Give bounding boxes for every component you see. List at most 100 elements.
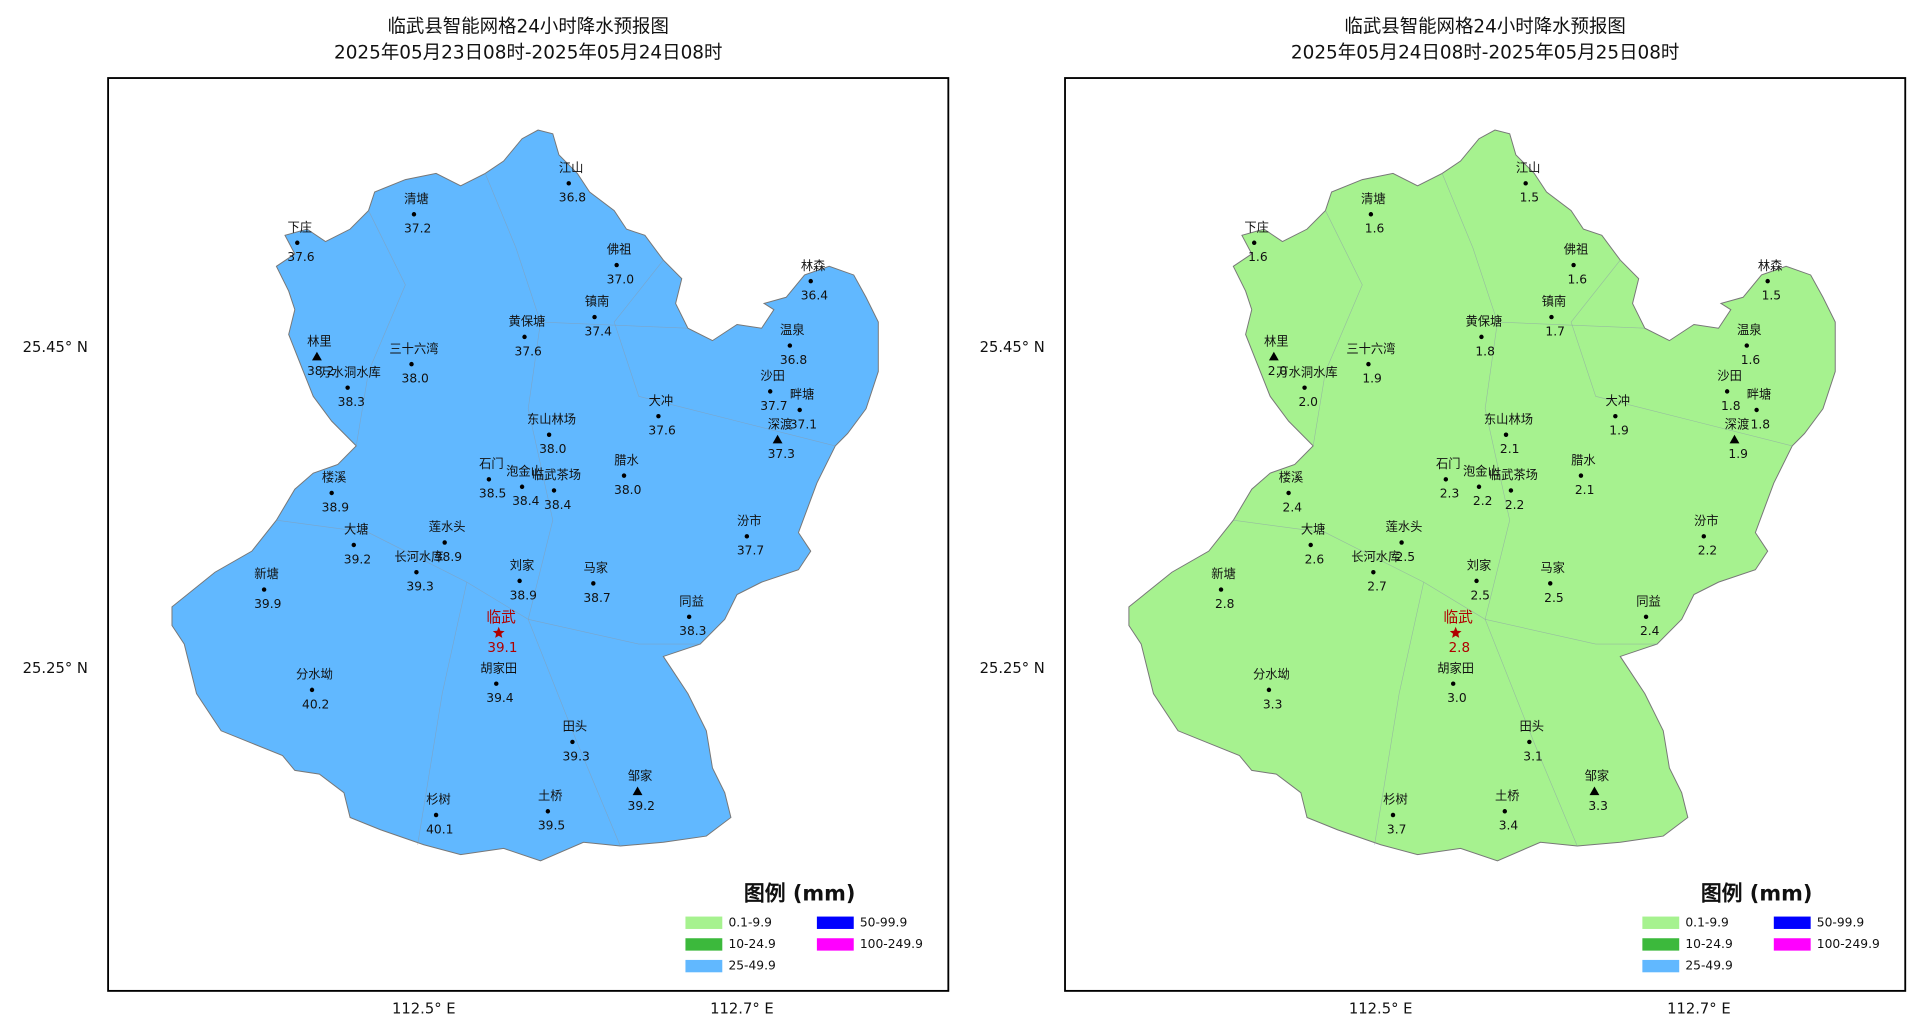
station-name: 同益	[679, 594, 704, 608]
station-name: 镇南	[585, 294, 610, 309]
legend-label: 25-49.9	[728, 959, 775, 973]
lat-label: 25.25° N	[23, 660, 88, 677]
station-marker	[295, 240, 300, 245]
town-boundary	[1233, 519, 1658, 645]
station-value: 1.8	[1721, 399, 1741, 413]
station-name: 温泉	[780, 322, 805, 337]
legend-swatch	[1642, 938, 1680, 951]
legend-swatch	[1773, 916, 1811, 929]
station-value: 3.3	[1588, 799, 1608, 813]
station-name: 分水坳	[1253, 668, 1290, 682]
station-name: 田头	[563, 720, 588, 734]
station-value: 38.9	[322, 500, 349, 514]
station-marker	[522, 334, 527, 340]
station-name: 清塘	[404, 191, 429, 206]
station-name: 沙田	[760, 369, 785, 383]
legend-label: 25-49.9	[1685, 959, 1732, 973]
station-marker	[1729, 434, 1740, 444]
station-name: 刘家	[510, 558, 535, 573]
station-marker	[345, 385, 350, 390]
station-value: 37.6	[515, 344, 542, 358]
station-value: 2.1	[1575, 483, 1595, 497]
station-name: 土桥	[1495, 789, 1520, 803]
station-marker	[1479, 334, 1484, 340]
station-value: 2.7	[1367, 580, 1387, 594]
legend-swatch	[685, 938, 723, 951]
station-name: 畔塘	[1747, 387, 1772, 402]
station-name: 黄保塘	[1465, 314, 1502, 329]
station-marker	[1571, 262, 1576, 268]
station-value: 38.4	[544, 498, 571, 512]
station-name: 镇南	[1542, 294, 1567, 309]
station-name: 清塘	[1361, 191, 1386, 206]
legend-swatch	[1642, 959, 1680, 973]
station-name: 深渡	[1725, 416, 1750, 431]
station-value: 1.6	[1741, 353, 1761, 367]
station-name: 大冲	[649, 393, 674, 408]
station-value: 1.7	[1545, 324, 1565, 338]
station-marker	[433, 812, 439, 818]
station-name: 三十六湾	[1346, 341, 1395, 356]
station-marker	[1308, 542, 1313, 548]
station-value: 39.3	[406, 580, 433, 594]
station-name: 临武	[486, 609, 516, 626]
station-value: 38.2	[307, 364, 334, 378]
town-boundary	[276, 519, 701, 645]
station-marker	[1578, 473, 1584, 478]
station-value: 2.5	[1396, 550, 1416, 564]
station-marker	[621, 473, 627, 478]
station-marker	[494, 681, 499, 686]
legend-label: 50-99.9	[860, 915, 907, 929]
station-marker	[546, 432, 552, 437]
station-value: 1.5	[1520, 191, 1540, 205]
station-value: 39.9	[254, 597, 281, 611]
station-name: 楼溪	[1279, 470, 1304, 485]
station-name: 万水洞水库	[319, 364, 380, 379]
station-name: 长河水库	[394, 549, 443, 564]
station-value: 39.2	[628, 799, 655, 813]
town-boundary	[540, 321, 688, 329]
station-marker	[744, 534, 750, 539]
station-name: 楼溪	[322, 470, 347, 485]
station-value: 2.2	[1505, 498, 1525, 512]
station-value: 3.1	[1523, 749, 1543, 763]
station-marker	[312, 351, 322, 361]
lon-label: 112.7° E	[1667, 1000, 1731, 1017]
map-panel: 临武县智能网格24小时降水预报图 2025年05月23日08时-2025年05月2…	[23, 16, 950, 1017]
station-name: 黄保塘	[509, 314, 546, 329]
station-value: 1.8	[1751, 417, 1771, 431]
station-value: 2.8	[1449, 640, 1470, 656]
station-value: 1.6	[1568, 272, 1588, 286]
legend-label: 100-249.9	[860, 937, 923, 951]
panel-title: 临武县智能网格24小时降水预报图	[1344, 16, 1625, 37]
panel-title: 临武县智能网格24小时降水预报图	[388, 16, 669, 37]
station-name: 东山林场	[527, 412, 576, 426]
station-name: 石门	[479, 456, 504, 471]
town-boundary	[1312, 210, 1363, 446]
station-value: 37.7	[760, 399, 787, 413]
station-marker	[442, 540, 447, 545]
legend-label: 50-99.9	[1817, 915, 1864, 929]
station-name: 万水洞水库	[1276, 364, 1337, 379]
station-marker	[1390, 812, 1396, 818]
station-value: 1.8	[1475, 344, 1495, 358]
station-name: 畔塘	[790, 387, 815, 402]
station-value: 38.7	[583, 591, 610, 605]
station-marker	[1744, 343, 1749, 348]
county-area	[171, 129, 879, 862]
station-marker	[1754, 407, 1759, 413]
station-value: 37.3	[768, 447, 795, 461]
station-value: 2.5	[1470, 588, 1490, 602]
station-name: 沙田	[1717, 369, 1742, 383]
town-boundary	[613, 259, 836, 447]
station-name: 分水坳	[296, 668, 333, 682]
station-marker	[1371, 570, 1376, 575]
station-name: 新塘	[1211, 566, 1236, 581]
station-value: 1.9	[1362, 371, 1382, 385]
station-marker	[545, 809, 551, 814]
station-value: 37.6	[648, 424, 675, 438]
station-name: 林森	[801, 258, 826, 273]
legend-swatch	[1642, 916, 1680, 929]
station-marker	[1251, 240, 1257, 245]
station-marker	[351, 542, 356, 548]
